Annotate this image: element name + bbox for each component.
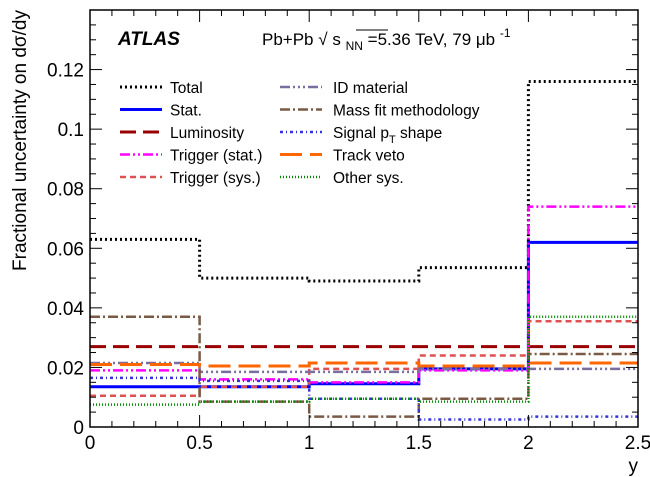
- legend-label-1: Stat.: [170, 103, 202, 120]
- sqrt-s-subscript: NN: [346, 39, 363, 53]
- energy-luminosity: =5.36 TeV, 79 μb: [368, 30, 496, 49]
- legend-label-2: Luminosity: [170, 125, 244, 142]
- y-tick-label: 0: [73, 418, 84, 439]
- experiment-label: ATLAS: [117, 29, 180, 50]
- series-layer: [90, 79, 638, 421]
- y-tick-label: 0.06: [47, 239, 84, 260]
- legend-label-8: Track veto: [333, 148, 405, 165]
- legend-label-5: ID material: [333, 80, 408, 97]
- ticks-layer: 0 0.5 1 1.5 2 2.5 0 0.02 0.04 0.06 0.08 0.1 0.12: [47, 9, 650, 454]
- legend-label-7: Signal pT shape: [333, 125, 442, 146]
- y-tick-label: 0.02: [47, 358, 84, 379]
- x-tick-label: 0: [85, 433, 96, 454]
- x-tick-label: 0.5: [186, 433, 212, 454]
- collision-label: Pb+Pb √ s NN =5.36 TeV, 79 μb -1: [262, 26, 511, 54]
- y-tick-label: 0.04: [47, 299, 84, 320]
- legend: Total Stat. Luminosity Trigger (stat.) Trigg…: [120, 80, 480, 187]
- x-tick-label: 2: [523, 433, 534, 454]
- y-tick-label: 0.12: [47, 61, 84, 82]
- series-line-0: [90, 79, 638, 283]
- y-axis-title: Fractional uncertainty on dσ/dy: [10, 10, 31, 271]
- x-axis-title: y: [629, 456, 639, 477]
- legend-label-6: Mass fit methodology: [333, 103, 480, 120]
- legend-label-3: Trigger (stat.): [170, 148, 262, 165]
- luminosity-exponent: -1: [500, 26, 511, 40]
- y-tick-label: 0.08: [47, 180, 84, 201]
- y-tick-label: 0.1: [58, 120, 84, 141]
- series-line-3: [90, 205, 638, 384]
- legend-label-0: Total: [170, 80, 203, 97]
- sqrt-s-symbol: s: [332, 30, 341, 49]
- series-line-8: [90, 361, 638, 368]
- legend-label-4: Trigger (sys.): [170, 170, 261, 187]
- legend-label-9: Other sys.: [333, 170, 404, 187]
- x-tick-label: 1: [304, 433, 315, 454]
- x-tick-label: 1.5: [406, 433, 432, 454]
- series-line-6: [90, 315, 638, 418]
- series-line-5: [90, 361, 638, 374]
- sqrt-symbol: √: [318, 30, 328, 49]
- series-line-9: [90, 315, 638, 406]
- series-line-1: [90, 240, 638, 389]
- x-tick-label: 2.5: [625, 433, 650, 454]
- collision-system: Pb+Pb: [262, 30, 314, 49]
